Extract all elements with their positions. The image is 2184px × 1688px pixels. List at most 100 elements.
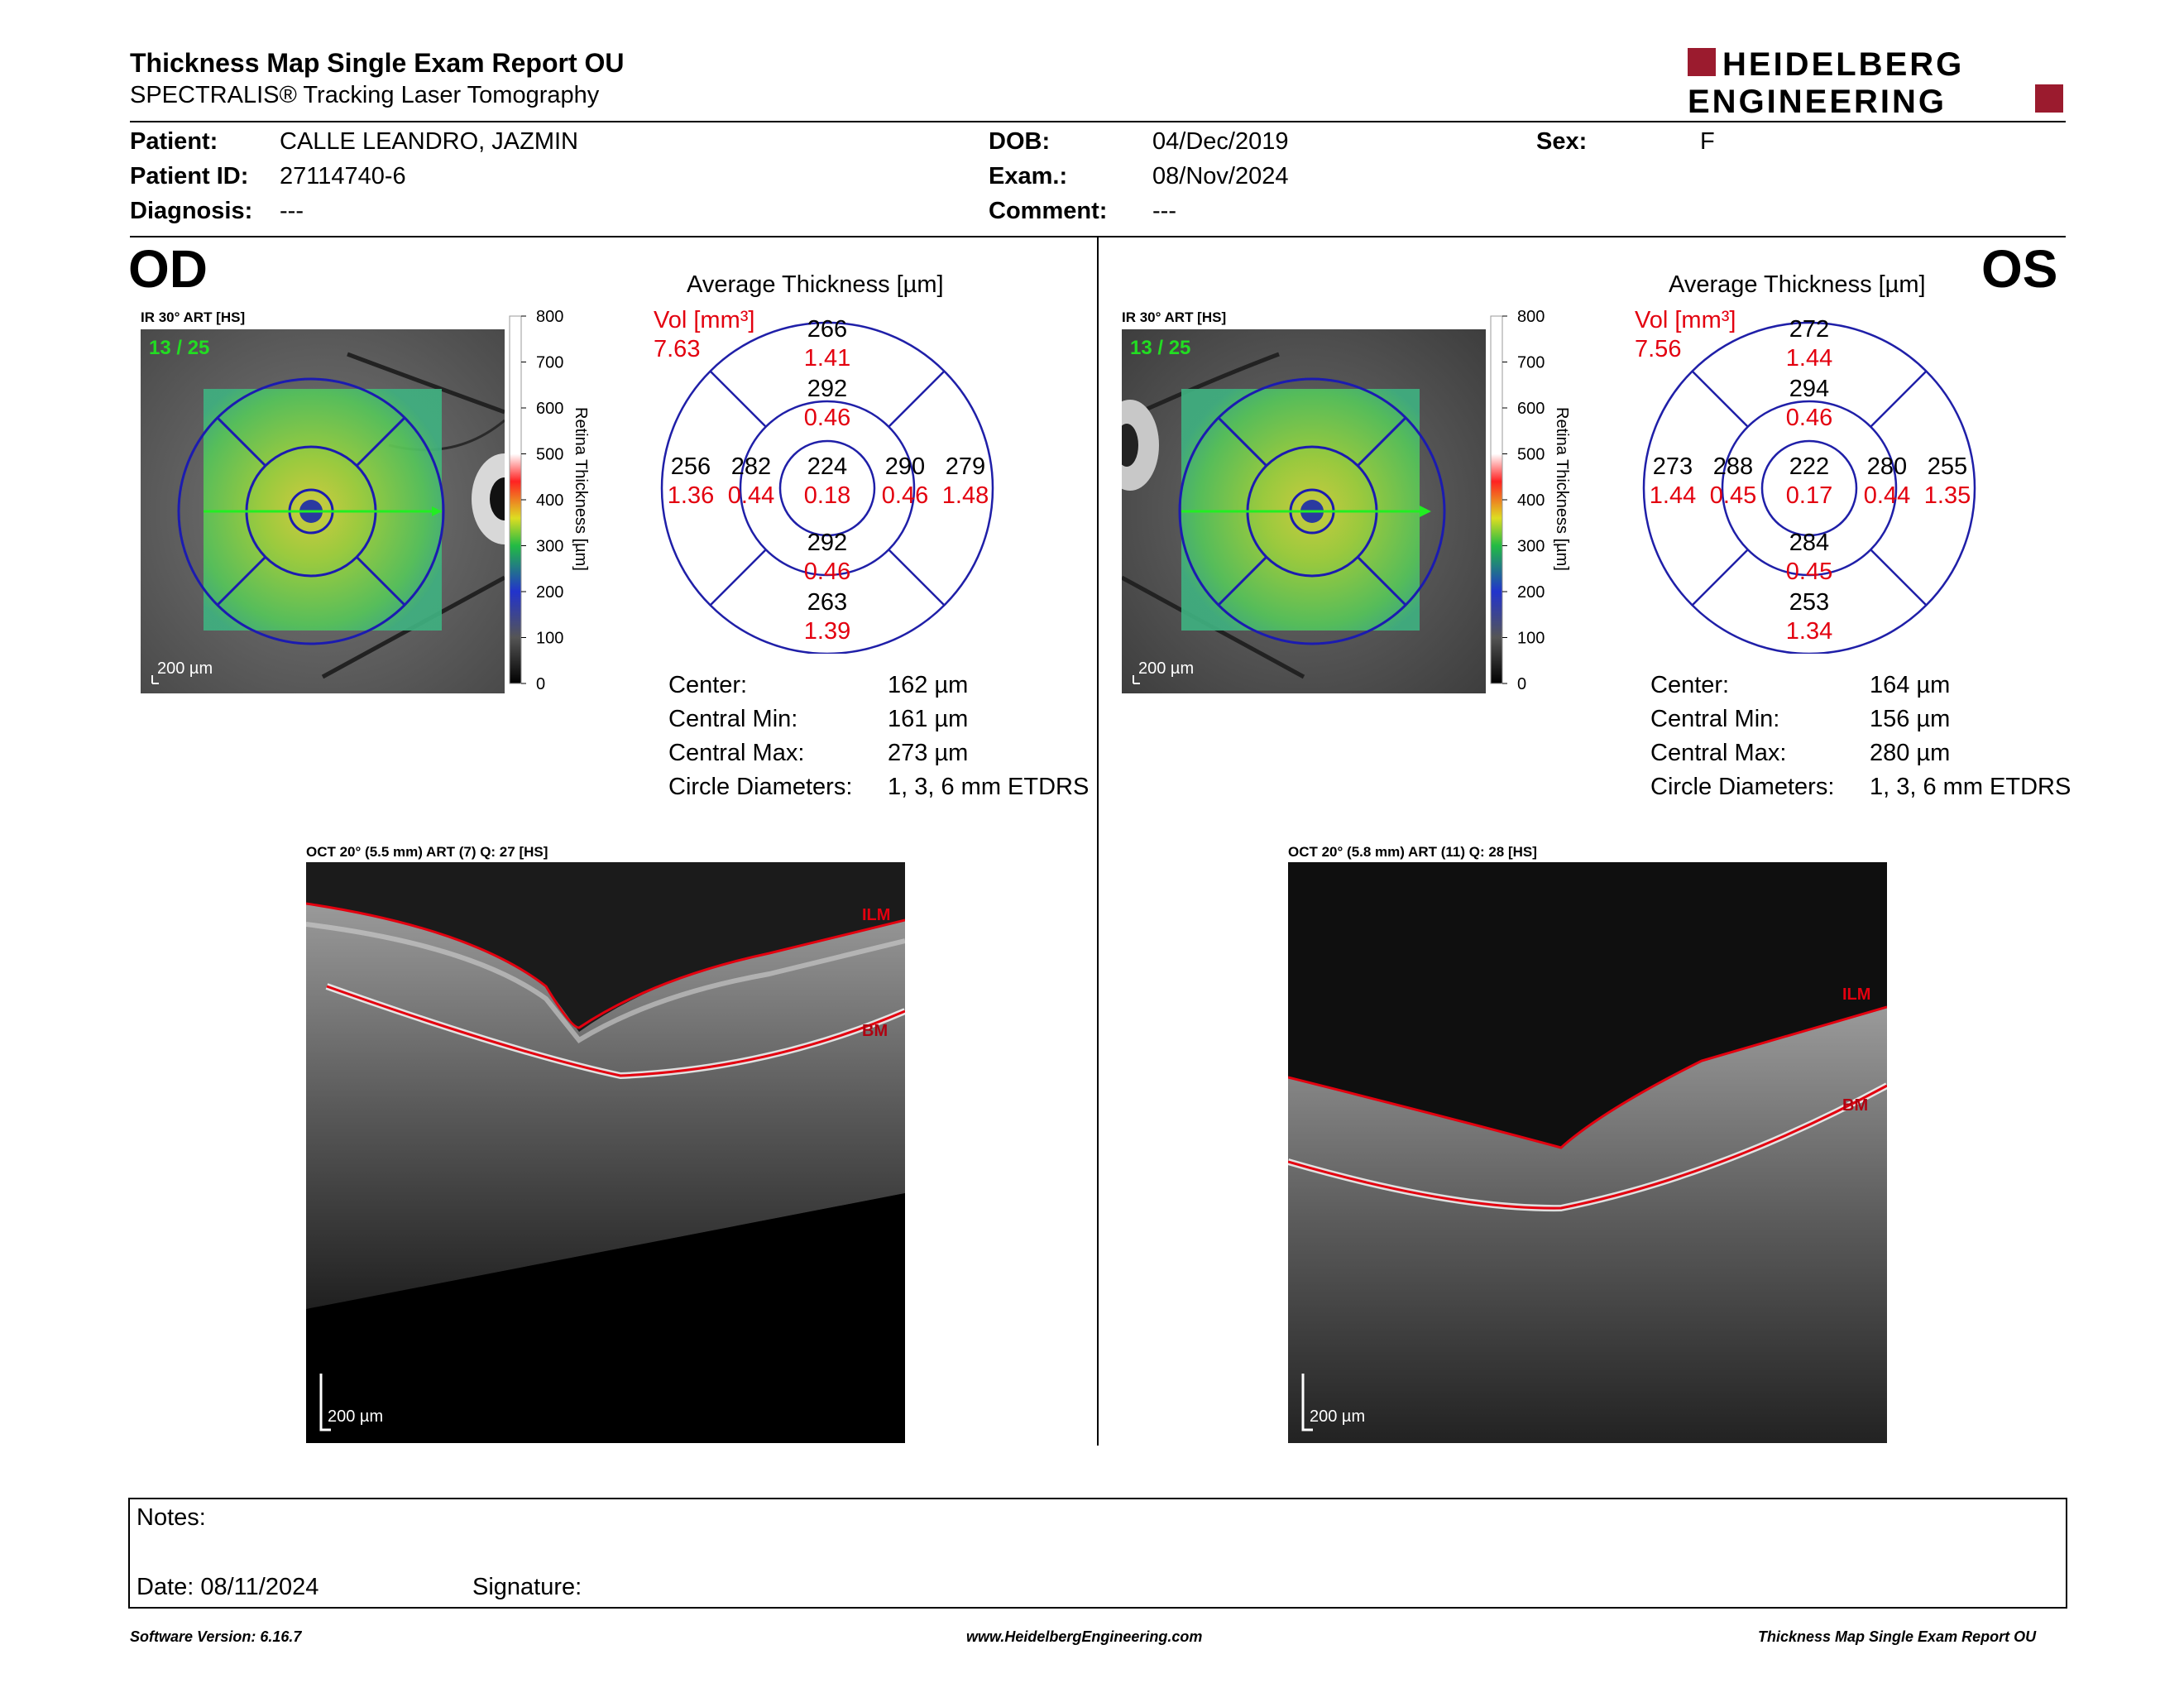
od-frame-counter: 13 / 25 — [149, 337, 209, 359]
od-vol-block: Vol [mm³] 7.63 — [654, 306, 754, 364]
os-diam-label: Circle Diameters: — [1650, 774, 1835, 800]
od-center-thickness: 224 — [807, 453, 847, 480]
od-vol-total: 7.63 — [654, 336, 701, 362]
od-center-volume: 0.18 — [804, 482, 850, 509]
sex-value: F — [1700, 128, 1715, 155]
os-inner-bottom-thickness: 284 — [1789, 530, 1829, 556]
od-inner-top-thickness: 292 — [807, 376, 847, 402]
os-ir-label: IR 30° ART [HS] — [1122, 309, 1227, 325]
os-colorbar-title: Retina Thickness [µm] — [1553, 407, 1571, 571]
colorbar-tick-label: 300 — [536, 538, 563, 556]
colorbar-tick-label: 0 — [1517, 675, 1526, 693]
heidelberg-logo: HEIDELBERG ENGINEERING — [1688, 45, 2068, 120]
notes-box[interactable]: Notes: Date: 08/11/2024 Signature: — [128, 1498, 2067, 1609]
patient-name: CALLE LEANDRO, JAZMIN — [280, 128, 578, 155]
colorbar-tick-label: 800 — [536, 308, 563, 326]
od-diam-value: 1, 3, 6 mm ETDRS — [888, 774, 1090, 800]
os-outer-top-thickness: 272 — [1789, 316, 1829, 343]
od-oct-bscan: ILM BM 200 µm — [306, 862, 905, 1443]
os-outer-bottom-volume: 1.34 — [1786, 618, 1832, 645]
patient-id: 27114740-6 — [280, 163, 406, 189]
os-outer-bottom-thickness: 253 — [1789, 589, 1829, 616]
os-inner-right-volume: 0.44 — [1864, 482, 1910, 509]
od-inner-top-volume: 0.46 — [804, 405, 850, 431]
report-subtitle: SPECTRALIS® Tracking Laser Tomography — [130, 82, 600, 108]
od-inner-left-volume: 0.44 — [728, 482, 774, 509]
colorbar-tick-label: 600 — [1517, 400, 1545, 418]
od-inner-bottom-volume: 0.46 — [804, 559, 850, 585]
od-center-value: 162 µm — [888, 672, 969, 698]
os-center-thickness: 222 — [1789, 453, 1829, 480]
od-colorbar: 800 700 600 500 400 300 200 100 0 Retina Thickne… — [506, 308, 606, 697]
os-fundus-image: 13 / 25 200 µm — [1122, 329, 1486, 693]
signature-label: Signature: — [472, 1574, 582, 1600]
os-stats-values: 164 µm 156 µm 280 µm 1, 3, 6 mm ETDRS — [1870, 669, 2071, 804]
eye-divider — [1097, 237, 1099, 1446]
patient-label: Patient: — [130, 128, 218, 155]
od-inner-right-volume: 0.46 — [882, 482, 928, 509]
od-cmax-value: 273 µm — [888, 740, 969, 766]
od-outer-right-thickness: 279 — [946, 453, 985, 480]
os-cmin-value: 156 µm — [1870, 706, 1951, 732]
od-etdrs-grid: 266 1.41 292 0.46 256 1.36 282 0.44 224 … — [645, 306, 1026, 655]
od-outer-bottom-volume: 1.39 — [804, 618, 850, 645]
os-frame-counter: 13 / 25 — [1130, 337, 1190, 359]
os-center-value: 164 µm — [1870, 672, 1951, 698]
os-oct-label: OCT 20° (5.8 mm) ART (11) Q: 28 [HS] — [1288, 844, 1537, 860]
exam-label: Exam.: — [989, 163, 1068, 189]
od-fundus-image: 13 / 25 200 µm — [141, 329, 505, 693]
os-etdrs-grid: 272 1.44 294 0.46 273 1.44 288 0.45 222 … — [1627, 306, 2008, 655]
od-cmin-value: 161 µm — [888, 706, 969, 732]
header-divider — [130, 121, 2066, 122]
os-center-label: Center: — [1650, 672, 1730, 698]
od-outer-bottom-thickness: 263 — [807, 589, 847, 616]
od-oct-scale: 200 µm — [328, 1407, 383, 1426]
os-inner-top-thickness: 294 — [1789, 376, 1829, 402]
od-ilm-label: ILM — [862, 906, 890, 924]
od-ir-label: IR 30° ART [HS] — [141, 309, 246, 325]
colorbar-tick-label: 400 — [1517, 492, 1545, 510]
os-inner-top-volume: 0.46 — [1786, 405, 1832, 431]
patient-id-label: Patient ID: — [130, 163, 249, 189]
os-center-volume: 0.17 — [1786, 482, 1832, 509]
od-cmin-label: Central Min: — [668, 706, 798, 732]
notes-label: Notes: — [136, 1504, 206, 1531]
date-label: Date: 08/11/2024 — [136, 1574, 319, 1600]
os-avg-title: Average Thickness [µm] — [1669, 271, 1926, 298]
od-inner-left-thickness: 282 — [731, 453, 771, 480]
colorbar-tick-label: 500 — [1517, 446, 1545, 464]
od-inner-right-thickness: 290 — [885, 453, 925, 480]
os-vol-label: Vol [mm³] — [1635, 307, 1736, 333]
os-inner-left-volume: 0.45 — [1710, 482, 1756, 509]
od-outer-left-thickness: 256 — [671, 453, 711, 480]
colorbar-tick-label: 0 — [536, 675, 545, 693]
od-fundus-scale: 200 µm — [157, 659, 213, 678]
colorbar-tick-label: 700 — [1517, 354, 1545, 372]
colorbar-tick-label: 200 — [1517, 583, 1545, 602]
dob-label: DOB: — [989, 128, 1051, 155]
od-outer-top-volume: 1.41 — [804, 345, 850, 372]
os-oct-scale: 200 µm — [1310, 1407, 1365, 1426]
os-outer-right-thickness: 255 — [1928, 453, 1967, 480]
diagnosis-value: --- — [280, 198, 304, 224]
eye-label-os: OS — [1981, 239, 2058, 299]
od-outer-right-volume: 1.48 — [942, 482, 989, 509]
os-ilm-label: ILM — [1842, 985, 1870, 1004]
comment-label: Comment: — [989, 198, 1108, 224]
od-outer-left-volume: 1.36 — [668, 482, 714, 509]
diagnosis-label: Diagnosis: — [130, 198, 253, 224]
info-divider — [130, 236, 2066, 237]
footer-website[interactable]: www.HeidelbergEngineering.com — [966, 1628, 1203, 1645]
os-outer-right-volume: 1.35 — [1924, 482, 1971, 509]
colorbar-tick-label: 400 — [536, 492, 563, 510]
dob-value: 04/Dec/2019 — [1152, 128, 1289, 155]
od-oct-label: OCT 20° (5.5 mm) ART (7) Q: 27 [HS] — [306, 844, 548, 860]
colorbar-tick-label: 600 — [536, 400, 563, 418]
os-cmax-label: Central Max: — [1650, 740, 1787, 766]
exam-value: 08/Nov/2024 — [1152, 163, 1289, 189]
od-vol-label: Vol [mm³] — [654, 307, 755, 333]
colorbar-tick-label: 800 — [1517, 308, 1545, 326]
os-cmin-label: Central Min: — [1650, 706, 1780, 732]
colorbar-tick-label: 100 — [536, 630, 563, 648]
os-bm-label: BM — [1842, 1096, 1868, 1115]
